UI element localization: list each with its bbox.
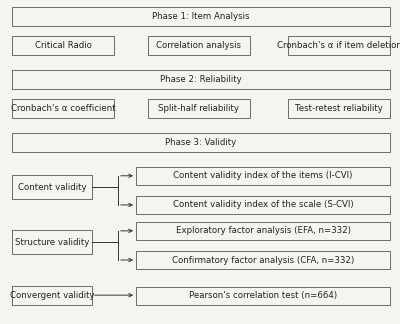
Text: Phase 3: Validity: Phase 3: Validity [165,138,237,147]
Text: Content validity index of the scale (S-CVI): Content validity index of the scale (S-C… [173,201,353,209]
FancyBboxPatch shape [148,36,250,55]
FancyBboxPatch shape [12,286,92,305]
Text: Cronbach's α if item deletion: Cronbach's α if item deletion [276,41,400,50]
FancyBboxPatch shape [136,196,390,214]
Text: Phase 1: Item Analysis: Phase 1: Item Analysis [152,12,250,21]
FancyBboxPatch shape [12,70,390,89]
FancyBboxPatch shape [136,287,390,305]
FancyBboxPatch shape [148,99,250,118]
Text: Exploratory factor analysis (EFA, n=332): Exploratory factor analysis (EFA, n=332) [176,226,350,235]
Text: Critical Radio: Critical Radio [34,41,92,50]
FancyBboxPatch shape [12,175,92,199]
FancyBboxPatch shape [136,251,390,269]
Text: Split-half reliability: Split-half reliability [158,104,240,113]
FancyBboxPatch shape [12,133,390,152]
Text: Cronbach's α coefficient: Cronbach's α coefficient [11,104,115,113]
Text: Correlation analysis: Correlation analysis [156,41,242,50]
Text: Pearson's correlation test (n=664): Pearson's correlation test (n=664) [189,291,337,300]
Text: Structure validity: Structure validity [15,238,89,247]
Text: Phase 2: Reliability: Phase 2: Reliability [160,75,242,84]
FancyBboxPatch shape [12,99,114,118]
FancyBboxPatch shape [136,167,390,185]
FancyBboxPatch shape [288,99,390,118]
Text: Test-retest reliability: Test-retest reliability [295,104,383,113]
Text: Confirmatory factor analysis (CFA, n=332): Confirmatory factor analysis (CFA, n=332… [172,256,354,264]
FancyBboxPatch shape [136,222,390,240]
Text: Content validity: Content validity [18,183,86,191]
FancyBboxPatch shape [12,36,114,55]
FancyBboxPatch shape [12,7,390,26]
FancyBboxPatch shape [12,230,92,254]
FancyBboxPatch shape [288,36,390,55]
Text: Content validity index of the items (I-CVI): Content validity index of the items (I-C… [173,171,353,180]
Text: Convergent validity: Convergent validity [10,291,94,300]
